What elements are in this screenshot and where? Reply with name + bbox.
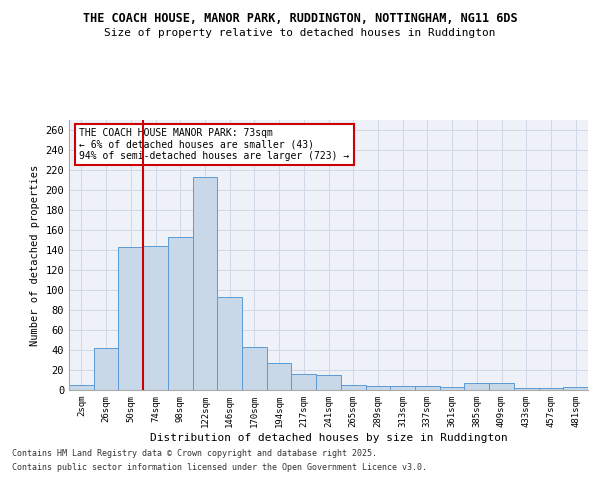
Bar bbox=[316, 375, 341, 390]
Bar bbox=[267, 363, 292, 390]
Bar bbox=[341, 385, 365, 390]
Text: THE COACH HOUSE MANOR PARK: 73sqm
← 6% of detached houses are smaller (43)
94% o: THE COACH HOUSE MANOR PARK: 73sqm ← 6% o… bbox=[79, 128, 350, 162]
Text: Contains public sector information licensed under the Open Government Licence v3: Contains public sector information licen… bbox=[12, 464, 427, 472]
Bar bbox=[514, 388, 539, 390]
Text: Size of property relative to detached houses in Ruddington: Size of property relative to detached ho… bbox=[104, 28, 496, 38]
Y-axis label: Number of detached properties: Number of detached properties bbox=[30, 164, 40, 346]
Bar bbox=[118, 247, 143, 390]
Bar bbox=[539, 388, 563, 390]
Bar bbox=[365, 386, 390, 390]
Bar bbox=[94, 348, 118, 390]
Bar bbox=[390, 386, 415, 390]
Bar bbox=[489, 383, 514, 390]
Bar bbox=[563, 387, 588, 390]
Bar bbox=[69, 385, 94, 390]
X-axis label: Distribution of detached houses by size in Ruddington: Distribution of detached houses by size … bbox=[149, 432, 508, 442]
Bar bbox=[143, 246, 168, 390]
Bar bbox=[168, 237, 193, 390]
Bar bbox=[292, 374, 316, 390]
Bar bbox=[415, 386, 440, 390]
Bar bbox=[217, 297, 242, 390]
Bar bbox=[242, 347, 267, 390]
Bar bbox=[464, 383, 489, 390]
Bar bbox=[440, 387, 464, 390]
Bar bbox=[193, 177, 217, 390]
Text: Contains HM Land Registry data © Crown copyright and database right 2025.: Contains HM Land Registry data © Crown c… bbox=[12, 448, 377, 458]
Text: THE COACH HOUSE, MANOR PARK, RUDDINGTON, NOTTINGHAM, NG11 6DS: THE COACH HOUSE, MANOR PARK, RUDDINGTON,… bbox=[83, 12, 517, 26]
